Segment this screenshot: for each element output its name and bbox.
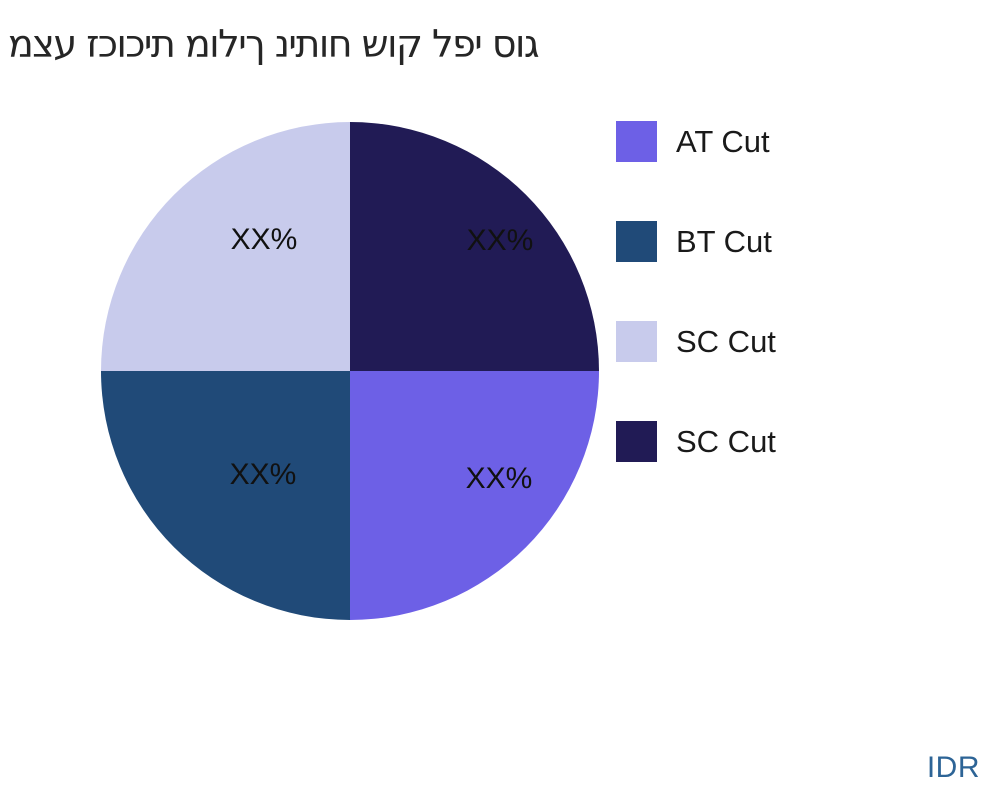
chart-title: מצע זכוכית מוליך ניתוח שוק לפי סוג	[8, 22, 540, 66]
legend-label-sc-cut-dark: SC Cut	[676, 423, 776, 459]
pie-slice-label-sc-cut-light: XX%	[230, 223, 298, 256]
legend-swatch-sc-cut-light	[616, 321, 657, 362]
brand-watermark: IDR	[926, 751, 980, 784]
pie: XX% XX% XX% XX%	[101, 122, 599, 620]
legend-item-at-cut: AT Cut	[616, 121, 776, 162]
legend-swatch-at-cut	[616, 121, 657, 162]
legend-label-bt-cut: BT Cut	[676, 223, 772, 259]
legend: AT Cut BT Cut SC Cut SC Cut	[616, 121, 776, 521]
legend-swatch-sc-cut-dark	[616, 421, 657, 462]
legend-item-sc-cut-light: SC Cut	[616, 321, 776, 362]
pie-slice-label-sc-cut-dark: XX%	[466, 224, 534, 257]
legend-label-at-cut: AT Cut	[676, 123, 770, 159]
legend-item-bt-cut: BT Cut	[616, 221, 776, 262]
legend-label-sc-cut-light: SC Cut	[676, 323, 776, 359]
pie-slice-label-bt-cut: XX%	[229, 458, 297, 491]
legend-item-sc-cut-dark: SC Cut	[616, 421, 776, 462]
legend-swatch-bt-cut	[616, 221, 657, 262]
pie-slice-label-at-cut: XX%	[465, 462, 533, 495]
